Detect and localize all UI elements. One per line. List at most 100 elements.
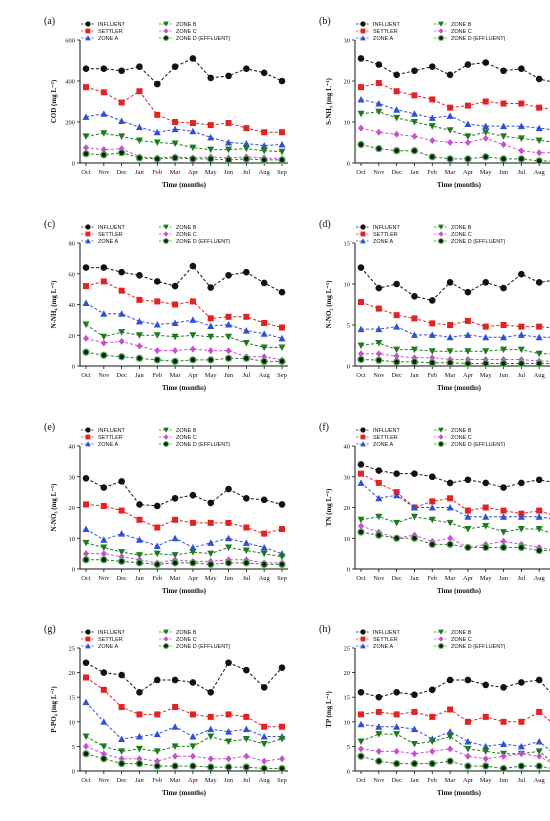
x-tick-label: Mar [170,372,182,379]
x-axis-label: Time (months) [162,789,207,797]
legend-marker [361,637,366,642]
series-influent [83,55,285,87]
data-point [394,761,400,767]
data-point [358,461,364,467]
x-tick-label: Jul [243,372,251,379]
data-point [154,298,160,304]
x-tick-label: Oct [81,777,91,784]
panel-label: (f) [319,422,329,433]
data-point [83,299,90,306]
data-point [447,156,453,162]
data-point [226,660,232,666]
data-point [243,355,249,361]
x-tick-label: May [205,777,218,784]
data-point [83,335,89,342]
series-line [86,702,282,739]
data-point [279,325,285,331]
y-tick-label: 20 [69,505,76,512]
data-point [154,524,160,530]
x-tick-label: May [480,777,493,784]
legend-marker [164,239,169,244]
legend-marker [86,637,91,642]
data-point [243,726,250,733]
data-point [190,156,196,162]
data-point [465,508,471,514]
legend-label: ZONE C [176,29,197,35]
series-line [86,153,282,160]
data-point [447,535,453,542]
y-tick-label: 40 [69,444,76,451]
y-tick-label: 0 [72,161,75,168]
data-point [358,84,364,90]
data-point [518,719,524,725]
series-line [86,266,282,292]
data-point [101,550,107,557]
legend-marker [164,442,169,447]
data-point [101,687,107,693]
data-point [243,764,249,770]
data-point [358,517,365,524]
data-point [376,129,382,136]
data-point [261,766,267,772]
data-point [376,748,382,755]
data-point [172,64,178,70]
data-point [464,331,471,338]
data-point [501,361,507,367]
series-line [86,303,282,338]
x-tick-label: Apr [188,372,199,379]
panel-label: (h) [319,624,331,635]
series-line [86,148,282,159]
x-tick-label: Apr [463,372,474,379]
data-point [482,334,489,341]
data-point [154,763,160,769]
legend-label: ZONE D (EFFLUENT) [451,644,506,650]
data-point [483,154,489,160]
data-point [226,157,232,163]
data-point [226,355,232,361]
x-tick-label: May [205,169,218,176]
y-tick-label: 25 [344,646,351,653]
legend-label: ZONE C [451,435,472,441]
data-point [101,756,107,762]
data-point [208,357,214,363]
legend-marker [361,29,366,34]
data-point [226,764,232,770]
data-point [483,135,489,142]
series-settler [83,84,285,135]
data-point [190,263,196,269]
legend-label: ZONE B [451,630,472,636]
data-point [394,535,400,541]
data-point [536,548,542,554]
data-point [500,133,507,140]
legend-marker [164,434,169,440]
data-point [501,156,507,162]
data-point [136,355,142,361]
data-point [447,334,454,341]
data-point [536,334,543,341]
data-point [394,312,400,318]
legend-label: ZONE B [451,428,472,434]
data-point [393,520,400,527]
data-point [190,298,196,304]
data-point [447,480,453,486]
data-point [536,361,542,367]
data-point [279,554,286,561]
data-point [518,147,524,154]
data-point [483,714,489,720]
x-tick-label: Sep [277,169,287,176]
data-point [394,748,400,755]
data-point [279,129,285,135]
legend-label: ZONE A [98,644,119,650]
data-point [376,694,382,700]
y-tick-label: 25 [69,646,76,653]
data-point [100,536,107,543]
x-tick-label: Mar [445,372,457,379]
data-point [358,96,365,103]
data-point [172,535,179,542]
legend-label: ZONE D (EFFLUENT) [451,442,506,448]
data-point [207,734,214,741]
data-point [447,495,453,501]
